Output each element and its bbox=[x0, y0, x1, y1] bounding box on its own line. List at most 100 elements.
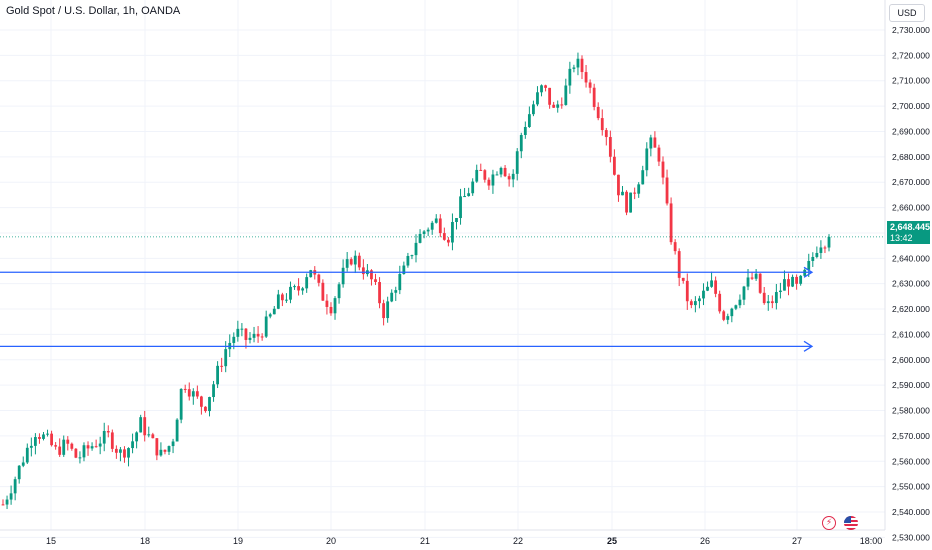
candle-body bbox=[718, 293, 722, 312]
y-tick-label: 2,630.000 bbox=[892, 279, 930, 289]
candle-body bbox=[333, 298, 337, 314]
candle-body bbox=[345, 259, 349, 268]
candle-body bbox=[499, 167, 503, 175]
candle-body bbox=[819, 247, 823, 253]
candle-body bbox=[738, 299, 742, 306]
chart-title: Gold Spot / U.S. Dollar, 1h, OANDA bbox=[6, 5, 181, 17]
candle-body bbox=[127, 448, 130, 458]
candle-body bbox=[515, 151, 519, 174]
candle-body bbox=[394, 290, 398, 293]
y-tick-label: 2,550.000 bbox=[892, 482, 930, 492]
candle-body bbox=[29, 445, 33, 448]
candle-body bbox=[341, 267, 345, 285]
candle-body bbox=[706, 286, 709, 291]
last-price-tag: 2,648.445 13:42 bbox=[887, 221, 930, 244]
candle-body bbox=[560, 104, 564, 106]
candle-body bbox=[398, 274, 402, 291]
candle-body bbox=[572, 67, 576, 69]
candle-body bbox=[451, 221, 454, 243]
candle-body bbox=[495, 174, 499, 176]
candle-body bbox=[402, 265, 406, 275]
candle-body bbox=[422, 231, 426, 234]
candle-body bbox=[621, 191, 624, 196]
candle-body bbox=[13, 479, 17, 494]
candle-body bbox=[774, 292, 778, 304]
candle-body bbox=[70, 443, 74, 449]
candle-body bbox=[86, 445, 90, 449]
candle-body bbox=[657, 147, 661, 162]
candle-body bbox=[110, 432, 114, 449]
y-tick-label: 2,600.000 bbox=[892, 355, 930, 365]
candle-body bbox=[742, 286, 746, 300]
x-tick-label: 19 bbox=[233, 536, 243, 546]
candle-body bbox=[434, 218, 438, 223]
y-tick-label: 2,730.000 bbox=[892, 25, 930, 35]
us-flag-icon[interactable] bbox=[844, 515, 859, 530]
y-tick-label: 2,660.000 bbox=[892, 203, 930, 213]
chart-grid bbox=[0, 0, 885, 538]
candle-body bbox=[82, 445, 86, 458]
candle-body bbox=[568, 68, 572, 86]
candle-body bbox=[285, 299, 288, 301]
candle-body bbox=[523, 126, 527, 135]
x-tick-label: 22 bbox=[513, 536, 523, 546]
candle-body bbox=[442, 233, 446, 240]
x-tick-label: 15 bbox=[46, 536, 56, 546]
candle-body bbox=[74, 448, 78, 458]
x-tick-label: 20 bbox=[326, 536, 336, 546]
y-tick-label: 2,580.000 bbox=[892, 406, 930, 416]
candle-body bbox=[483, 170, 487, 180]
candle-body bbox=[649, 137, 653, 149]
candle-body bbox=[471, 181, 475, 194]
candle-body bbox=[584, 72, 588, 83]
x-tick-label: 27 bbox=[792, 536, 802, 546]
candle-body bbox=[669, 203, 673, 243]
candle-body bbox=[357, 255, 361, 268]
horizontal-lines bbox=[0, 266, 814, 352]
candle-body bbox=[511, 173, 515, 180]
candle-body bbox=[799, 275, 803, 284]
candle-body bbox=[414, 242, 418, 256]
candle-body bbox=[463, 196, 466, 198]
candle-body bbox=[301, 288, 305, 291]
candle-body bbox=[730, 308, 734, 317]
candle-body bbox=[629, 192, 632, 213]
candle-body bbox=[592, 87, 596, 107]
candle-body bbox=[33, 437, 37, 446]
candle-body bbox=[370, 270, 373, 280]
y-tick-label: 2,610.000 bbox=[892, 329, 930, 339]
candle-body bbox=[827, 236, 831, 248]
candle-body bbox=[212, 384, 215, 398]
candle-body bbox=[770, 301, 774, 304]
candle-body bbox=[467, 193, 471, 197]
candle-body bbox=[5, 499, 9, 505]
candle-body bbox=[232, 336, 236, 343]
candle-body bbox=[600, 118, 604, 131]
candle-body bbox=[114, 448, 118, 453]
candle-body bbox=[204, 406, 207, 412]
candle-body bbox=[430, 222, 434, 230]
candle-body bbox=[503, 167, 507, 177]
candle-body bbox=[807, 260, 811, 270]
candle-body bbox=[491, 174, 495, 186]
candle-body bbox=[179, 388, 183, 420]
y-tick-label: 2,530.000 bbox=[892, 532, 930, 542]
candle-body bbox=[588, 82, 592, 88]
candle-body bbox=[305, 277, 309, 289]
candle-body bbox=[337, 284, 341, 299]
candle-body bbox=[147, 434, 151, 436]
candle-body bbox=[479, 169, 483, 171]
candle-body bbox=[608, 137, 612, 157]
currency-button[interactable]: USD bbox=[889, 4, 925, 22]
candle-body bbox=[297, 286, 300, 291]
candle-body bbox=[446, 239, 450, 243]
candle-body bbox=[183, 388, 187, 390]
candle-body bbox=[596, 106, 600, 119]
lightning-icon[interactable]: ⚡ bbox=[822, 515, 836, 530]
candle-body bbox=[17, 465, 21, 480]
candle-body bbox=[710, 280, 713, 287]
x-tick-label: 18 bbox=[140, 536, 150, 546]
bar-countdown: 13:42 bbox=[890, 233, 913, 243]
candle-body bbox=[58, 446, 62, 455]
